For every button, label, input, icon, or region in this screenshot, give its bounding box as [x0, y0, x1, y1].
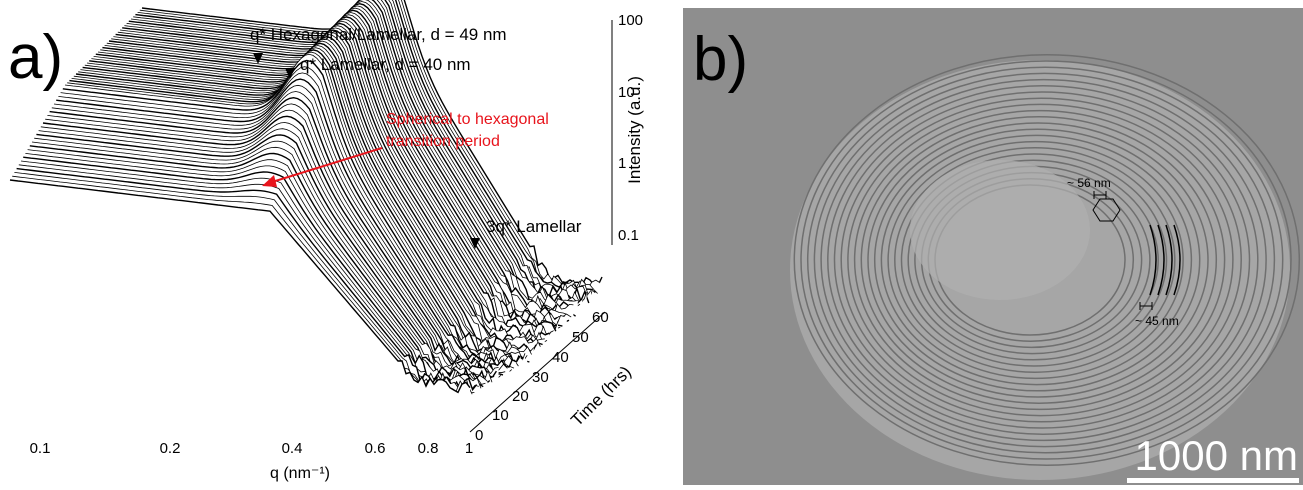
curve-fill: [10, 180, 470, 440]
curve: [20, 160, 482, 389]
x-axis-title: q (nm⁻¹): [270, 465, 330, 482]
curve: [36, 133, 497, 379]
curve: [34, 137, 495, 379]
ring: [900, 153, 1168, 367]
hexagon: [1092, 198, 1121, 222]
time-tick-label: 10: [492, 407, 509, 424]
time-ticks: 0 10 20 30 40 50 60: [475, 309, 609, 444]
marker: [470, 238, 480, 249]
time-tick-label: 60: [592, 309, 609, 326]
time-axis: [469, 311, 606, 433]
panel-label: a): [8, 23, 63, 92]
ring: [840, 97, 1242, 423]
curve: [45, 109, 506, 376]
x-tick-label: 0.2: [160, 440, 181, 457]
ring: [880, 134, 1193, 386]
curve: [12, 175, 473, 395]
curve: [56, 78, 517, 371]
panel-label: b): [693, 25, 748, 94]
arrow: [271, 147, 383, 183]
curve: [27, 149, 488, 382]
ring: [813, 72, 1276, 448]
x-tick-label: 0.1: [30, 440, 51, 457]
curve: [130, 0, 592, 297]
curve: [58, 72, 519, 369]
spacing-mark: [1139, 302, 1153, 310]
curve: [25, 153, 486, 385]
marker: [253, 53, 263, 64]
annotation: 3q* Lamellar: [486, 217, 582, 236]
curve: [40, 122, 502, 380]
z-tick-label: 100: [618, 12, 643, 29]
curve: [18, 164, 479, 392]
ring: [820, 78, 1267, 442]
scale-bar: [1127, 478, 1299, 483]
lamellar-lines: [1149, 224, 1181, 296]
x-tick-label: 0.8: [418, 440, 439, 457]
curve: [64, 53, 526, 365]
ring: [793, 54, 1301, 466]
curve: [53, 84, 515, 371]
z-tick-label: 10: [618, 84, 635, 101]
curve: [135, 0, 596, 294]
z-axis-title: Intensity (a.u.): [625, 76, 644, 184]
annotation: Spherical to hexagonal: [386, 111, 549, 128]
curve: [141, 0, 603, 287]
ring: [847, 103, 1234, 417]
ring: [800, 60, 1292, 460]
annotation: transition period: [386, 133, 500, 150]
ring: [907, 159, 1159, 361]
curve: [137, 0, 598, 294]
time-tick-label: 20: [512, 388, 529, 405]
hexagonal-core: [910, 160, 1090, 300]
ring: [867, 122, 1209, 398]
time-tick-label: 50: [572, 329, 589, 346]
curve: [9, 179, 471, 394]
arrowhead: [262, 175, 277, 187]
x-tick-label: 0.4: [282, 440, 303, 457]
curve: [38, 128, 499, 375]
spacing-mark: [1093, 191, 1107, 199]
curve: [51, 91, 513, 374]
x-tick-label: 1: [465, 440, 473, 457]
annotation: ~ 56 nm: [1067, 176, 1111, 190]
curve: [31, 141, 493, 383]
ring: [806, 66, 1284, 454]
curve: [29, 145, 491, 385]
marker: [285, 68, 295, 79]
ring: [833, 91, 1251, 429]
curve: [14, 172, 475, 394]
panel-b: b) ~ 56 nm ~ 45 nm 1000 nm: [683, 8, 1303, 485]
ring: [894, 147, 1176, 373]
z-tick-label: 1: [618, 155, 626, 172]
time-tick-label: 0: [475, 427, 483, 444]
time-tick-label: 40: [552, 349, 569, 366]
curve: [49, 96, 510, 368]
annotation: q* Hexagonal/Lamellar, d = 49 nm: [250, 25, 507, 44]
annotation: ~ 45 nm: [1135, 314, 1179, 328]
annotation: q* Lamellar, d = 40 nm: [300, 55, 471, 74]
lamellae: [793, 54, 1301, 466]
x-tick-label: 0.6: [365, 440, 386, 457]
ring: [860, 116, 1218, 404]
curve: [47, 103, 508, 375]
ring: [887, 140, 1184, 380]
ring: [873, 128, 1201, 392]
panel-a: a) 0.1 0.2 0.4 0.6 0.8 1 q (nm⁻¹) 100 10…: [8, 0, 644, 482]
waterfall-curves: [9, 0, 603, 441]
curve: [42, 115, 504, 378]
curve: [139, 0, 601, 290]
curve: [16, 167, 478, 393]
z-tick-label: 0.1: [618, 227, 639, 244]
ring: [853, 109, 1226, 411]
ring: [827, 85, 1259, 435]
scale-bar-label: 1000 nm: [1135, 432, 1298, 479]
curve: [133, 0, 594, 300]
time-tick-label: 30: [532, 369, 549, 386]
curve: [23, 156, 484, 389]
